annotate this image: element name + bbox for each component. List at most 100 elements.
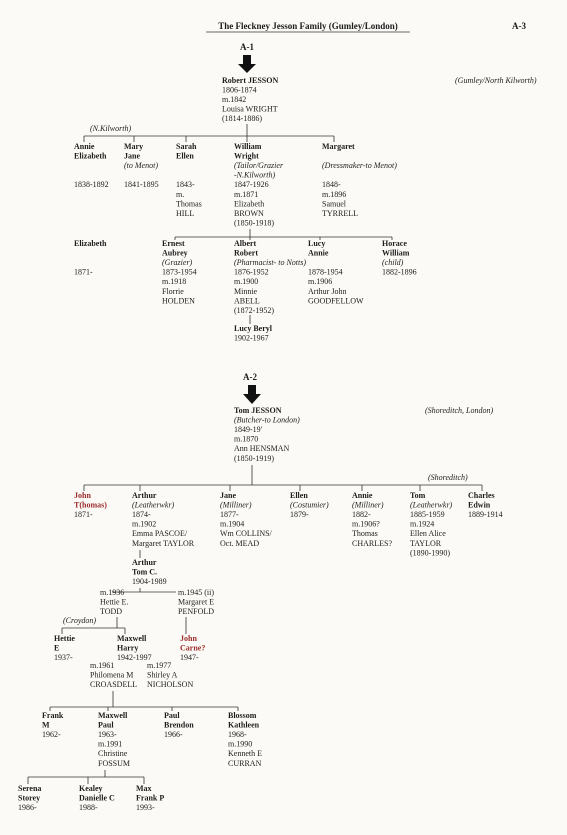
person-line: Maxwell <box>117 634 147 643</box>
person-line: -N.Kilworth) <box>234 171 275 180</box>
person-line: 1871- <box>74 268 93 277</box>
person-line: Emma PASCOE/ <box>132 529 188 538</box>
person-line: (1872-1952) <box>234 306 274 315</box>
person-line: HILL <box>176 209 194 218</box>
note: (Shoreditch) <box>428 473 468 482</box>
person-line: Brendon <box>164 720 194 729</box>
person-line: 1962- <box>42 730 61 739</box>
person-line: m. <box>176 190 184 199</box>
person-line: (1850-1918) <box>234 219 274 228</box>
section-label: A-1 <box>240 42 254 52</box>
person-line: Horace <box>382 239 407 248</box>
person-line: Wright <box>234 151 259 160</box>
person-line: (child) <box>382 258 404 267</box>
person-line: Margaret TAYLOR <box>132 539 195 548</box>
person-line: m.1870 <box>234 435 258 444</box>
person-line: 1849-19' <box>234 425 263 434</box>
person-line: 1993- <box>136 803 155 812</box>
person-line: 1904-1989 <box>132 577 167 586</box>
person-line: m.1990 <box>228 740 252 749</box>
person-line: Kathleen <box>228 720 260 729</box>
person-line: Elizabeth <box>74 151 107 160</box>
person-line: NICHOLSON <box>147 680 193 689</box>
person-line: Margaret E <box>178 597 214 606</box>
person-line: Thomas <box>176 199 202 208</box>
person-line: Kenneth E <box>228 749 262 758</box>
person-line: Ellen Alice <box>410 529 446 538</box>
note: (N.Kilworth) <box>90 124 131 133</box>
person-line: 1942-1997 <box>117 653 152 662</box>
person-line: m.1918 <box>162 277 186 286</box>
person-line: (Milliner) <box>352 500 384 509</box>
person-line: m.1924 <box>410 520 434 529</box>
person-line: 1838-1892 <box>74 180 109 189</box>
person-line: GOODFELLOW <box>308 296 364 305</box>
person-line: m.1871 <box>234 190 258 199</box>
person-line: Ernest <box>162 239 185 248</box>
person-line: Jane <box>124 151 140 160</box>
person-line: 1963- <box>98 730 117 739</box>
person-line: 1874- <box>132 510 151 519</box>
person-line: (Pharmacist- to Notts) <box>234 258 306 267</box>
person-line: Ann HENSMAN <box>234 444 290 453</box>
person-line: TODD <box>100 607 122 616</box>
person-line: 1986- <box>18 803 37 812</box>
person-line: Danielle C <box>79 793 115 802</box>
person-line: 1878-1954 <box>308 268 343 277</box>
person-line: (Tailor/Grazier <box>234 161 284 170</box>
person-line: 1885-1959 <box>410 510 445 519</box>
section-label: A-2 <box>243 372 257 382</box>
person-line: m.1961 <box>90 661 114 670</box>
person-line: CROASDELL <box>90 680 137 689</box>
person-line: M <box>42 720 50 729</box>
person-line: HOLDEN <box>162 296 195 305</box>
person-line: Paul <box>164 711 180 720</box>
person-line: FOSSUM <box>98 759 130 768</box>
person-line: 1876-1952 <box>234 268 269 277</box>
person-line: m.1991 <box>98 740 122 749</box>
person-line: (Dressmaker-to Menot) <box>322 161 397 170</box>
person-line: E <box>54 643 59 652</box>
person-line: William <box>382 248 410 257</box>
person-line: 1889-1914 <box>468 510 503 519</box>
person-line: Carne? <box>180 643 205 652</box>
person-line: Tom C. <box>132 567 157 576</box>
person-line: 1847-1926 <box>234 180 269 189</box>
person-line: Blossom <box>228 711 257 720</box>
person-line: Annie <box>308 248 329 257</box>
person-line: m.1842 <box>222 95 246 104</box>
page-title: The Fleckney Jesson Family (Gumley/Londo… <box>218 21 398 31</box>
person-line: CURRAN <box>228 759 262 768</box>
person-line: ABELL <box>234 296 260 305</box>
person-line: m.1906 <box>308 277 332 286</box>
person-line: Arthur John <box>308 287 346 296</box>
person-line: Margaret <box>322 142 355 151</box>
person-line: 1968- <box>228 730 247 739</box>
person-line: Ellen <box>176 151 194 160</box>
person-line: m.1945 (ii) <box>178 588 214 597</box>
person-line: 1879- <box>290 510 309 519</box>
person-line: m.1936 <box>100 588 124 597</box>
person-line: (Milliner) <box>220 500 252 509</box>
person-line: Storey <box>18 793 40 802</box>
person-line: Edwin <box>468 500 491 509</box>
person-line: Jane <box>220 491 236 500</box>
person-line: Annie <box>74 142 95 151</box>
person-line: 1882- <box>352 510 371 519</box>
person-line: (1890-1990) <box>410 548 450 557</box>
arrow <box>243 385 261 404</box>
person-line: Wm COLLINS/ <box>220 529 273 538</box>
person-line: Arthur <box>132 558 157 567</box>
arrow <box>238 55 256 73</box>
person-line: Hettie E. <box>100 597 128 606</box>
person-line: Tom <box>410 491 426 500</box>
person-line: Christine <box>98 749 128 758</box>
page-ref: A-3 <box>512 21 526 31</box>
person-line: T(homas) <box>74 500 107 509</box>
person-line: Max <box>136 784 152 793</box>
person-line: (Grazier) <box>162 258 193 267</box>
person-line: m.1906? <box>352 520 380 529</box>
note: (Gumley/North Kilworth) <box>455 76 537 85</box>
person-line: Thomas <box>352 529 378 538</box>
note: (Shoreditch, London) <box>425 406 493 415</box>
